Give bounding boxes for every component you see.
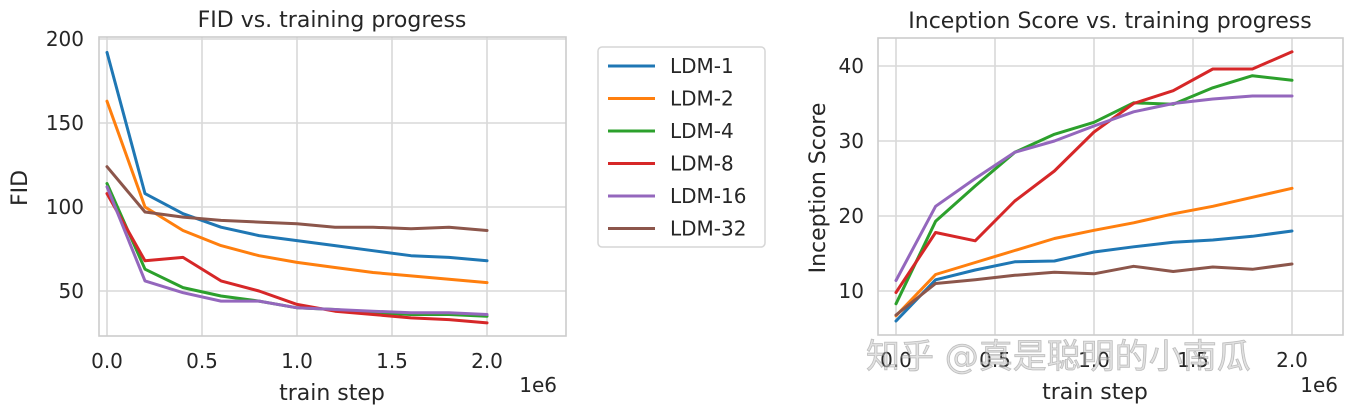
fid-x-offset-label: 1e6 [519,373,557,397]
watermark: 知乎 @真是聪明的小南瓜 [866,337,1251,377]
is-y-tick-labels: 10 20 30 40 [839,54,864,303]
is-x-tick: 2.0 [1276,348,1308,372]
fid-x-axis-label: train step [279,381,385,406]
fid-y-tick: 50 [59,279,84,303]
is-line-ldm-2 [894,186,1294,318]
is-x-tick: 1.0 [1078,348,1110,372]
is-y-tick: 40 [839,54,864,78]
legend: LDM-1 LDM-2 LDM-4 LDM-8 LDM-16 LDM-32 [597,46,766,248]
fid-plot-frame [98,36,567,337]
is-gridlines [878,38,1343,335]
fid-x-tick: 1.5 [376,349,408,373]
fid-y-axis-label: FID [8,170,33,206]
is-line-ldm-1 [894,229,1294,323]
legend-label-ldm-8: LDM-8 [670,152,734,176]
is-x-axis-label: train step [1042,380,1148,405]
fid-chart-title: FID vs. training progress [198,8,467,33]
fid-y-tick: 100 [46,195,84,219]
is-y-tick: 20 [839,204,864,228]
is-x-tick: 0.5 [979,348,1011,372]
is-x-tick: 1.5 [1177,348,1209,372]
legend-items: LDM-1 LDM-2 LDM-4 LDM-8 LDM-16 LDM-32 [608,54,746,241]
fid-y-tick-labels: 50 100 150 200 [46,27,84,303]
legend-label-ldm-32: LDM-32 [670,217,746,241]
fid-x-tick: 0.0 [91,349,123,373]
is-line-ldm-32 [894,262,1294,317]
is-y-tick: 30 [839,129,864,153]
fid-line-ldm-32 [105,165,489,232]
legend-label-ldm-16: LDM-16 [670,184,746,208]
legend-label-ldm-2: LDM-2 [670,87,734,111]
is-line-ldm-16 [894,94,1294,282]
is-y-tick: 10 [839,279,864,303]
is-line-ldm-4 [894,74,1294,306]
fid-series-lines [105,50,489,325]
inception-score-chart: Inception Score vs. training progress 0.… [806,9,1344,405]
fid-line-ldm-8 [105,192,489,325]
fid-chart: FID vs. training progress 0.0 0.5 1.0 1.5 2.… [8,8,567,406]
legend-label-ldm-1: LDM-1 [670,54,734,78]
fid-y-tick: 150 [46,111,84,135]
fid-line-ldm-2 [105,99,489,285]
legend-label-ldm-4: LDM-4 [670,119,734,143]
is-x-tick: 0.0 [880,348,912,372]
is-series-lines [894,50,1294,323]
fid-line-ldm-16 [105,185,489,316]
is-x-tick-labels: 0.0 0.5 1.0 1.5 2.0 [880,348,1308,372]
fid-x-tick-labels: 0.0 0.5 1.0 1.5 2.0 [91,349,503,373]
is-y-axis-label: Inception Score [806,103,831,274]
is-x-offset-label: 1e6 [1300,373,1338,397]
fid-y-tick: 200 [46,27,84,51]
fid-gridlines [99,37,566,336]
fid-x-tick: 1.0 [281,349,313,373]
is-plot-frame [877,37,1344,336]
fid-x-tick: 2.0 [471,349,503,373]
is-chart-title: Inception Score vs. training progress [908,9,1311,34]
fid-x-tick: 0.5 [186,349,218,373]
is-line-ldm-8 [894,50,1294,294]
fid-line-ldm-1 [105,50,489,263]
